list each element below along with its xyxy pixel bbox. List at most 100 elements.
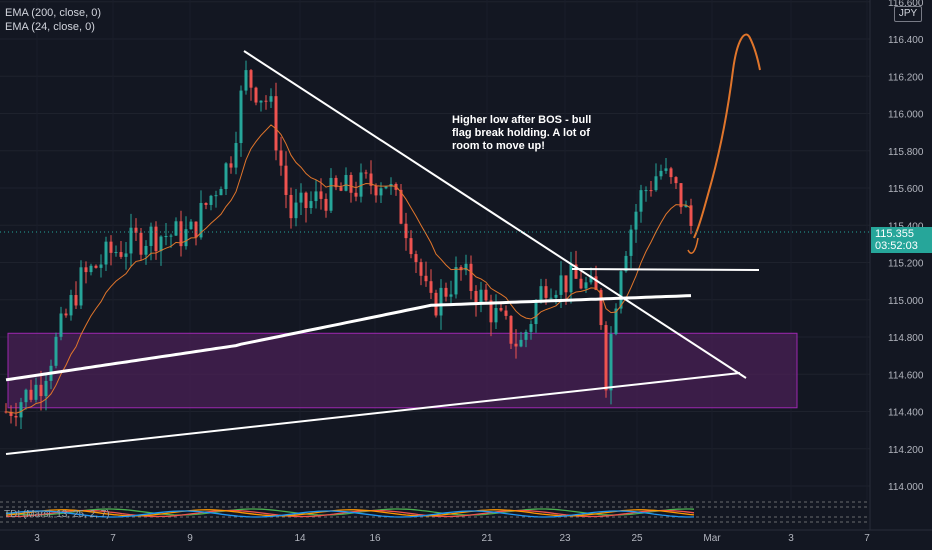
candle-body	[665, 168, 668, 171]
candle-body	[225, 163, 228, 189]
candle-body	[190, 222, 193, 230]
candle-body	[340, 187, 343, 191]
ema200-legend[interactable]: EMA (200, close, 0)	[5, 6, 101, 20]
candle-body	[345, 175, 348, 191]
candle-body	[355, 193, 358, 197]
candle-body	[220, 189, 223, 195]
candle-body	[630, 230, 633, 256]
price-tick-label: 115.800	[888, 147, 924, 158]
candle-body	[405, 224, 408, 238]
time-tick-label: 3	[788, 533, 794, 544]
price-tick-label: 115.600	[888, 184, 924, 195]
candle-body	[680, 183, 683, 207]
candle-body	[300, 193, 303, 203]
tdi-legend[interactable]: TDI (Marsi, 13, 25, 2, 7)	[4, 509, 110, 520]
candle-body	[400, 190, 403, 224]
candle-body	[275, 96, 278, 150]
candle-body	[140, 233, 143, 255]
candle-body	[375, 186, 378, 196]
breakout-level-line	[572, 269, 759, 270]
countdown-timer: 03:52:03	[875, 240, 932, 252]
ema24-legend[interactable]: EMA (24, close, 0)	[5, 20, 101, 34]
candle-body	[565, 275, 568, 292]
time-tick-label: 21	[481, 533, 493, 544]
candle-body	[505, 311, 508, 316]
candle-body	[175, 221, 178, 235]
candle-body	[320, 191, 323, 199]
currency-badge[interactable]: JPY	[894, 6, 922, 22]
price-tick-label: 115.200	[888, 259, 924, 270]
projection-path	[694, 35, 760, 238]
candle-body	[65, 314, 68, 316]
candle-body	[470, 264, 473, 291]
time-tick-label: 25	[631, 533, 643, 544]
candle-body	[535, 302, 538, 324]
candle-body	[315, 191, 318, 201]
candle-body	[45, 381, 48, 396]
candle-body	[75, 295, 78, 305]
time-tick-label: 7	[110, 533, 116, 544]
candle-body	[40, 385, 43, 396]
candle-body	[645, 190, 648, 191]
chart-annotation: Higher low after BOS - bull flag break h…	[452, 114, 612, 153]
price-tick-label: 116.000	[888, 110, 924, 121]
candle-body	[235, 143, 238, 168]
candle-body	[545, 286, 548, 298]
candle-body	[255, 88, 258, 103]
candle-body	[385, 187, 388, 189]
candle-body	[520, 340, 523, 347]
candle-body	[620, 271, 623, 308]
candle-body	[580, 279, 583, 289]
candle-body	[670, 168, 673, 177]
candle-body	[655, 176, 658, 190]
price-tick-label: 114.000	[888, 482, 924, 493]
candle-body	[195, 222, 198, 238]
candle-body	[420, 262, 423, 276]
candle-body	[690, 205, 693, 226]
candle-body	[120, 252, 123, 257]
candle-body	[230, 163, 233, 167]
candle-body	[605, 325, 608, 390]
price-tick-label: 114.400	[888, 408, 924, 419]
candle-body	[430, 281, 433, 293]
candle-body	[290, 195, 293, 218]
price-tick-label: 116.200	[888, 72, 924, 83]
candle-body	[675, 177, 678, 183]
candle-body	[410, 238, 413, 254]
price-tick-label: 115.000	[888, 296, 924, 307]
price-tick-label: 114.200	[888, 445, 924, 456]
candle-body	[25, 390, 28, 402]
candle-body	[95, 266, 98, 268]
candle-body	[85, 267, 88, 272]
candle-body	[240, 91, 243, 143]
candle-body	[20, 402, 23, 417]
candle-body	[170, 236, 173, 237]
candle-body	[550, 298, 553, 299]
candle-body	[425, 276, 428, 281]
candle-body	[560, 275, 563, 295]
candle-body	[515, 344, 518, 347]
time-tick-label: 7	[864, 533, 870, 544]
candle-body	[660, 171, 663, 176]
candle-body	[555, 295, 558, 298]
price-tick-label: 116.400	[888, 35, 924, 46]
candle-body	[640, 190, 643, 212]
last-price-value: 115.355	[875, 228, 932, 240]
candle-body	[30, 390, 33, 400]
time-tick-label: 23	[559, 533, 571, 544]
candle-body	[305, 193, 308, 208]
candle-body	[610, 334, 613, 390]
candle-body	[150, 227, 153, 246]
candle-body	[215, 195, 218, 196]
candle-body	[260, 101, 263, 103]
candle-body	[455, 267, 458, 294]
time-tick-label: 14	[294, 533, 306, 544]
candle-body	[510, 316, 513, 344]
candle-body	[100, 265, 103, 268]
time-axis[interactable]: 3 7 9 14 16 21 23 25 Mar 3 7	[34, 533, 870, 544]
candle-body	[280, 150, 283, 165]
candle-body	[415, 254, 418, 262]
candle-body	[285, 166, 288, 195]
candle-body	[245, 70, 248, 90]
